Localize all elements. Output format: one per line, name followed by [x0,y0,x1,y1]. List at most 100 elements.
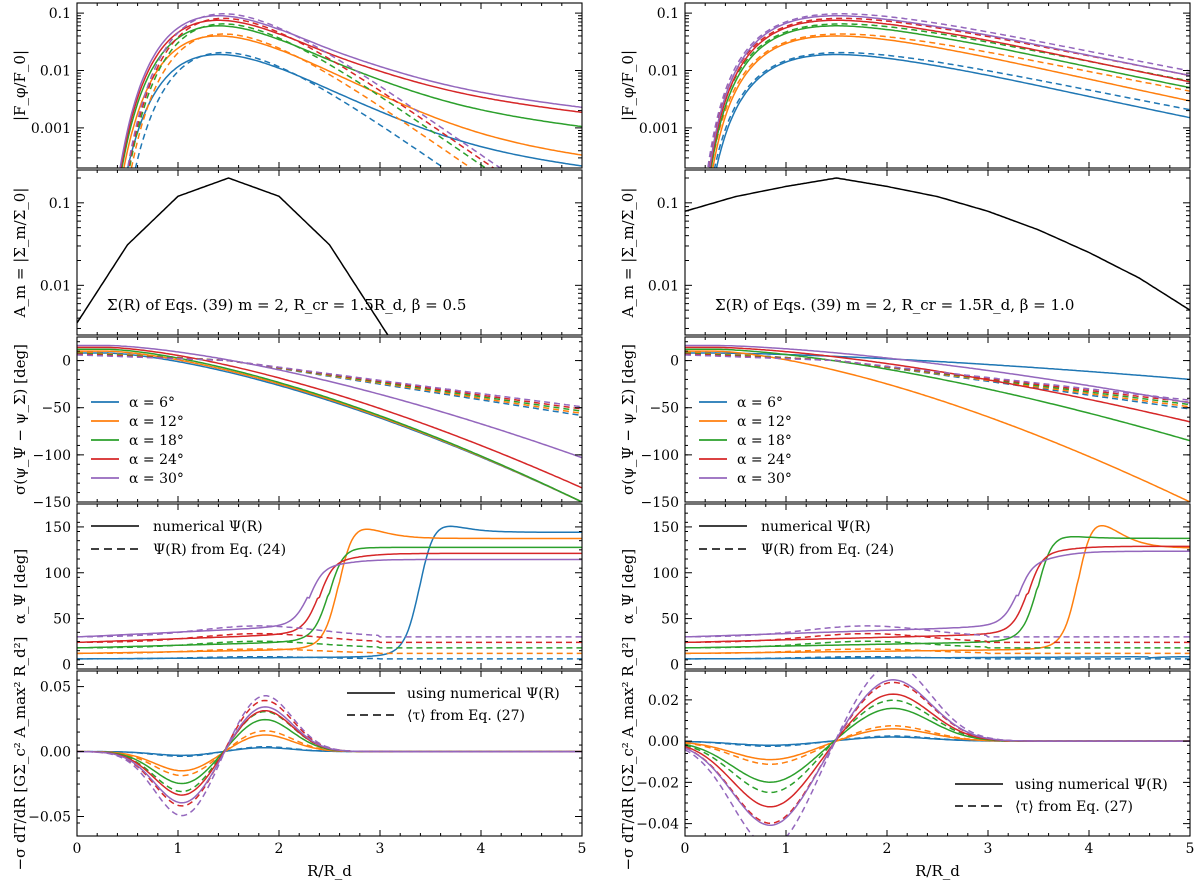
legend-label-alpha-30: α = 30° [737,471,792,487]
flux-curve-dashed-alpha-6 [134,51,446,168]
y-tick-label: 0.1 [49,196,71,212]
flux-curve-alpha-6 [126,53,582,168]
legend-label-alpha-18: α = 18° [129,433,184,449]
flux-curve-alpha-12 [123,35,582,168]
x-tick-label: 3 [984,841,993,857]
pitch-curve-dashed-alpha-6 [685,655,1190,660]
phase-curve-alpha-18 [685,348,1190,442]
flux-curve-alpha-12 [712,35,1190,168]
torque-curve-dashed-alpha-18 [685,699,1190,794]
torque-curve-alpha-12 [77,734,582,772]
flux-curve-dashed-alpha-6 [713,51,1190,168]
pitch-curve-dashed-alpha-6 [77,655,582,660]
flux-curve-dashed-alpha-24 [127,17,495,168]
pitch-curve-alpha-30 [685,550,1190,638]
axes-frame [76,2,583,169]
legend-alpha: α = 6° α = 12° α = 18° α = 24° α = 30° [699,395,792,487]
legend-pitch: numerical Ψ(R) Ψ(R) from Eq. (24) [699,519,894,558]
legend-label-alpha-30: α = 30° [129,471,184,487]
y-tick-label: 0.02 [648,693,679,709]
torque-curve-dashed-alpha-24 [685,681,1190,824]
legend-solid-label: numerical Ψ(R) [153,519,263,535]
axes-frame [684,169,1191,336]
x-tick-label: 0 [681,841,690,857]
flux-curve-alpha-24 [709,19,1190,168]
y-tick-label: 0.01 [648,63,679,79]
legend-dashed-label: ⟨τ⟩ from Eq. (27) [407,708,525,724]
subplot-pitch-left: numerical Ψ(R) Ψ(R) from Eq. (24) 0 50 100 15… [11,503,583,673]
subplot-torque-left: using numerical Ψ(R) ⟨τ⟩ from Eq. (27) 0 1 2… [11,636,586,870]
legend-label-alpha-18: α = 18° [737,433,792,449]
amplitude-curve [77,177,389,335]
legend-dashed-label: Ψ(R) from Eq. (24) [761,542,894,558]
y-tick-label: 50 [661,612,679,628]
subplot-phase-right: α = 6° α = 12° α = 18° α = 24° α = 30° 0 −50 −1… [619,336,1191,511]
legend-dashed-label: Ψ(R) from Eq. (24) [153,542,286,558]
subplot-phase-left: α = 6° α = 12° α = 18° α = 24° α = 30° 0 −50 −1… [11,336,583,511]
y-axis-label: α_Ψ [deg] [619,549,637,624]
y-axis-label: −σ dT/dR [GΣ_c² A_max² R_d²] [619,636,637,870]
legend-dashed-label: ⟨τ⟩ from Eq. (27) [1015,799,1133,815]
flux-curve-dashed-alpha-30 [707,13,1190,168]
model-annotation: Σ(R) of Eqs. (39) m = 2, R_cr = 1.5R_d, … [107,296,466,314]
y-tick-label: −100 [641,448,679,464]
y-tick-label: 100 [652,566,679,582]
y-axis-label: α_Ψ [deg] [11,549,29,624]
legend-torque: using numerical Ψ(R) ⟨τ⟩ from Eq. (27) [955,777,1168,815]
y-tick-label: 0.01 [648,278,679,294]
x-tick-label: 1 [174,841,183,857]
axes-frame [684,336,1191,503]
y-tick-label: −150 [33,495,71,511]
pitch-curve-alpha-24 [77,552,582,644]
phase-curve-alpha-24 [77,346,582,489]
flux-curve-alpha-24 [120,19,582,168]
subplot-flux-right: 0.001 0.01 0.1 |F_φ/F_0| [619,2,1191,169]
y-axis-label: σ(ψ_Ψ − ψ_Σ) [deg] [619,344,637,495]
x-tick-label: 4 [1085,841,1094,857]
y-tick-label: −50 [41,401,71,417]
pitch-curve-dashed-alpha-30 [685,625,1190,638]
torque-curve-dashed-alpha-30 [77,694,582,817]
flux-curve-dashed-alpha-18 [128,23,487,168]
y-tick-label: 0.1 [657,6,679,22]
y-tick-label: 0.01 [40,278,71,294]
legend-label-alpha-12: α = 12° [737,414,792,430]
y-tick-label: 0.01 [40,63,71,79]
y-tick-label: 0.001 [31,121,71,137]
x-axis-label: R/R_d [915,862,960,880]
legend-label-alpha-6: α = 6° [129,395,175,411]
amplitude-curve [685,177,1190,311]
subplot-amp-right: Σ(R) of Eqs. (39) m = 2, R_cr = 1.5R_d, … [619,169,1191,336]
legend-solid-label: numerical Ψ(R) [761,519,871,535]
y-tick-label: 0.00 [648,734,679,750]
axes-frame [76,670,583,837]
pitch-curve-alpha-30 [77,558,582,638]
y-tick-label: 150 [44,520,71,536]
y-tick-label: −0.05 [28,810,71,826]
y-tick-label: 0.001 [639,121,679,137]
legend-solid-label: using numerical Ψ(R) [407,686,560,702]
phase-curve-alpha-6 [685,352,1190,381]
x-tick-label: 3 [376,841,385,857]
model-annotation: Σ(R) of Eqs. (39) m = 2, R_cr = 1.5R_d, … [715,296,1074,314]
subplot-pitch-right: numerical Ψ(R) Ψ(R) from Eq. (24) 0 50 100 15… [619,503,1191,673]
pitch-curve-dashed-alpha-12 [77,648,582,655]
phase-curve-dashed-alpha-30 [77,354,582,408]
legend-label-alpha-24: α = 24° [737,452,792,468]
x-tick-label: 1 [782,841,791,857]
y-tick-label: 0 [670,354,679,370]
pitch-curve-dashed-alpha-18 [77,640,582,649]
pitch-curve-dashed-alpha-18 [685,640,1190,649]
axes-frame [684,2,1191,169]
axes-frame [76,336,583,503]
y-tick-label: −150 [641,495,679,511]
y-tick-label: −0.02 [636,775,679,791]
pitch-curve-dashed-alpha-24 [77,632,582,644]
legend-torque: using numerical Ψ(R) ⟨τ⟩ from Eq. (27) [347,686,560,724]
x-axis-label: R/R_d [307,862,352,880]
torque-curve-alpha-30 [685,679,1190,827]
y-axis-label: |F_φ/F_0| [11,50,29,121]
y-axis-label: A_m = |Σ_m/Σ_0| [11,188,29,319]
